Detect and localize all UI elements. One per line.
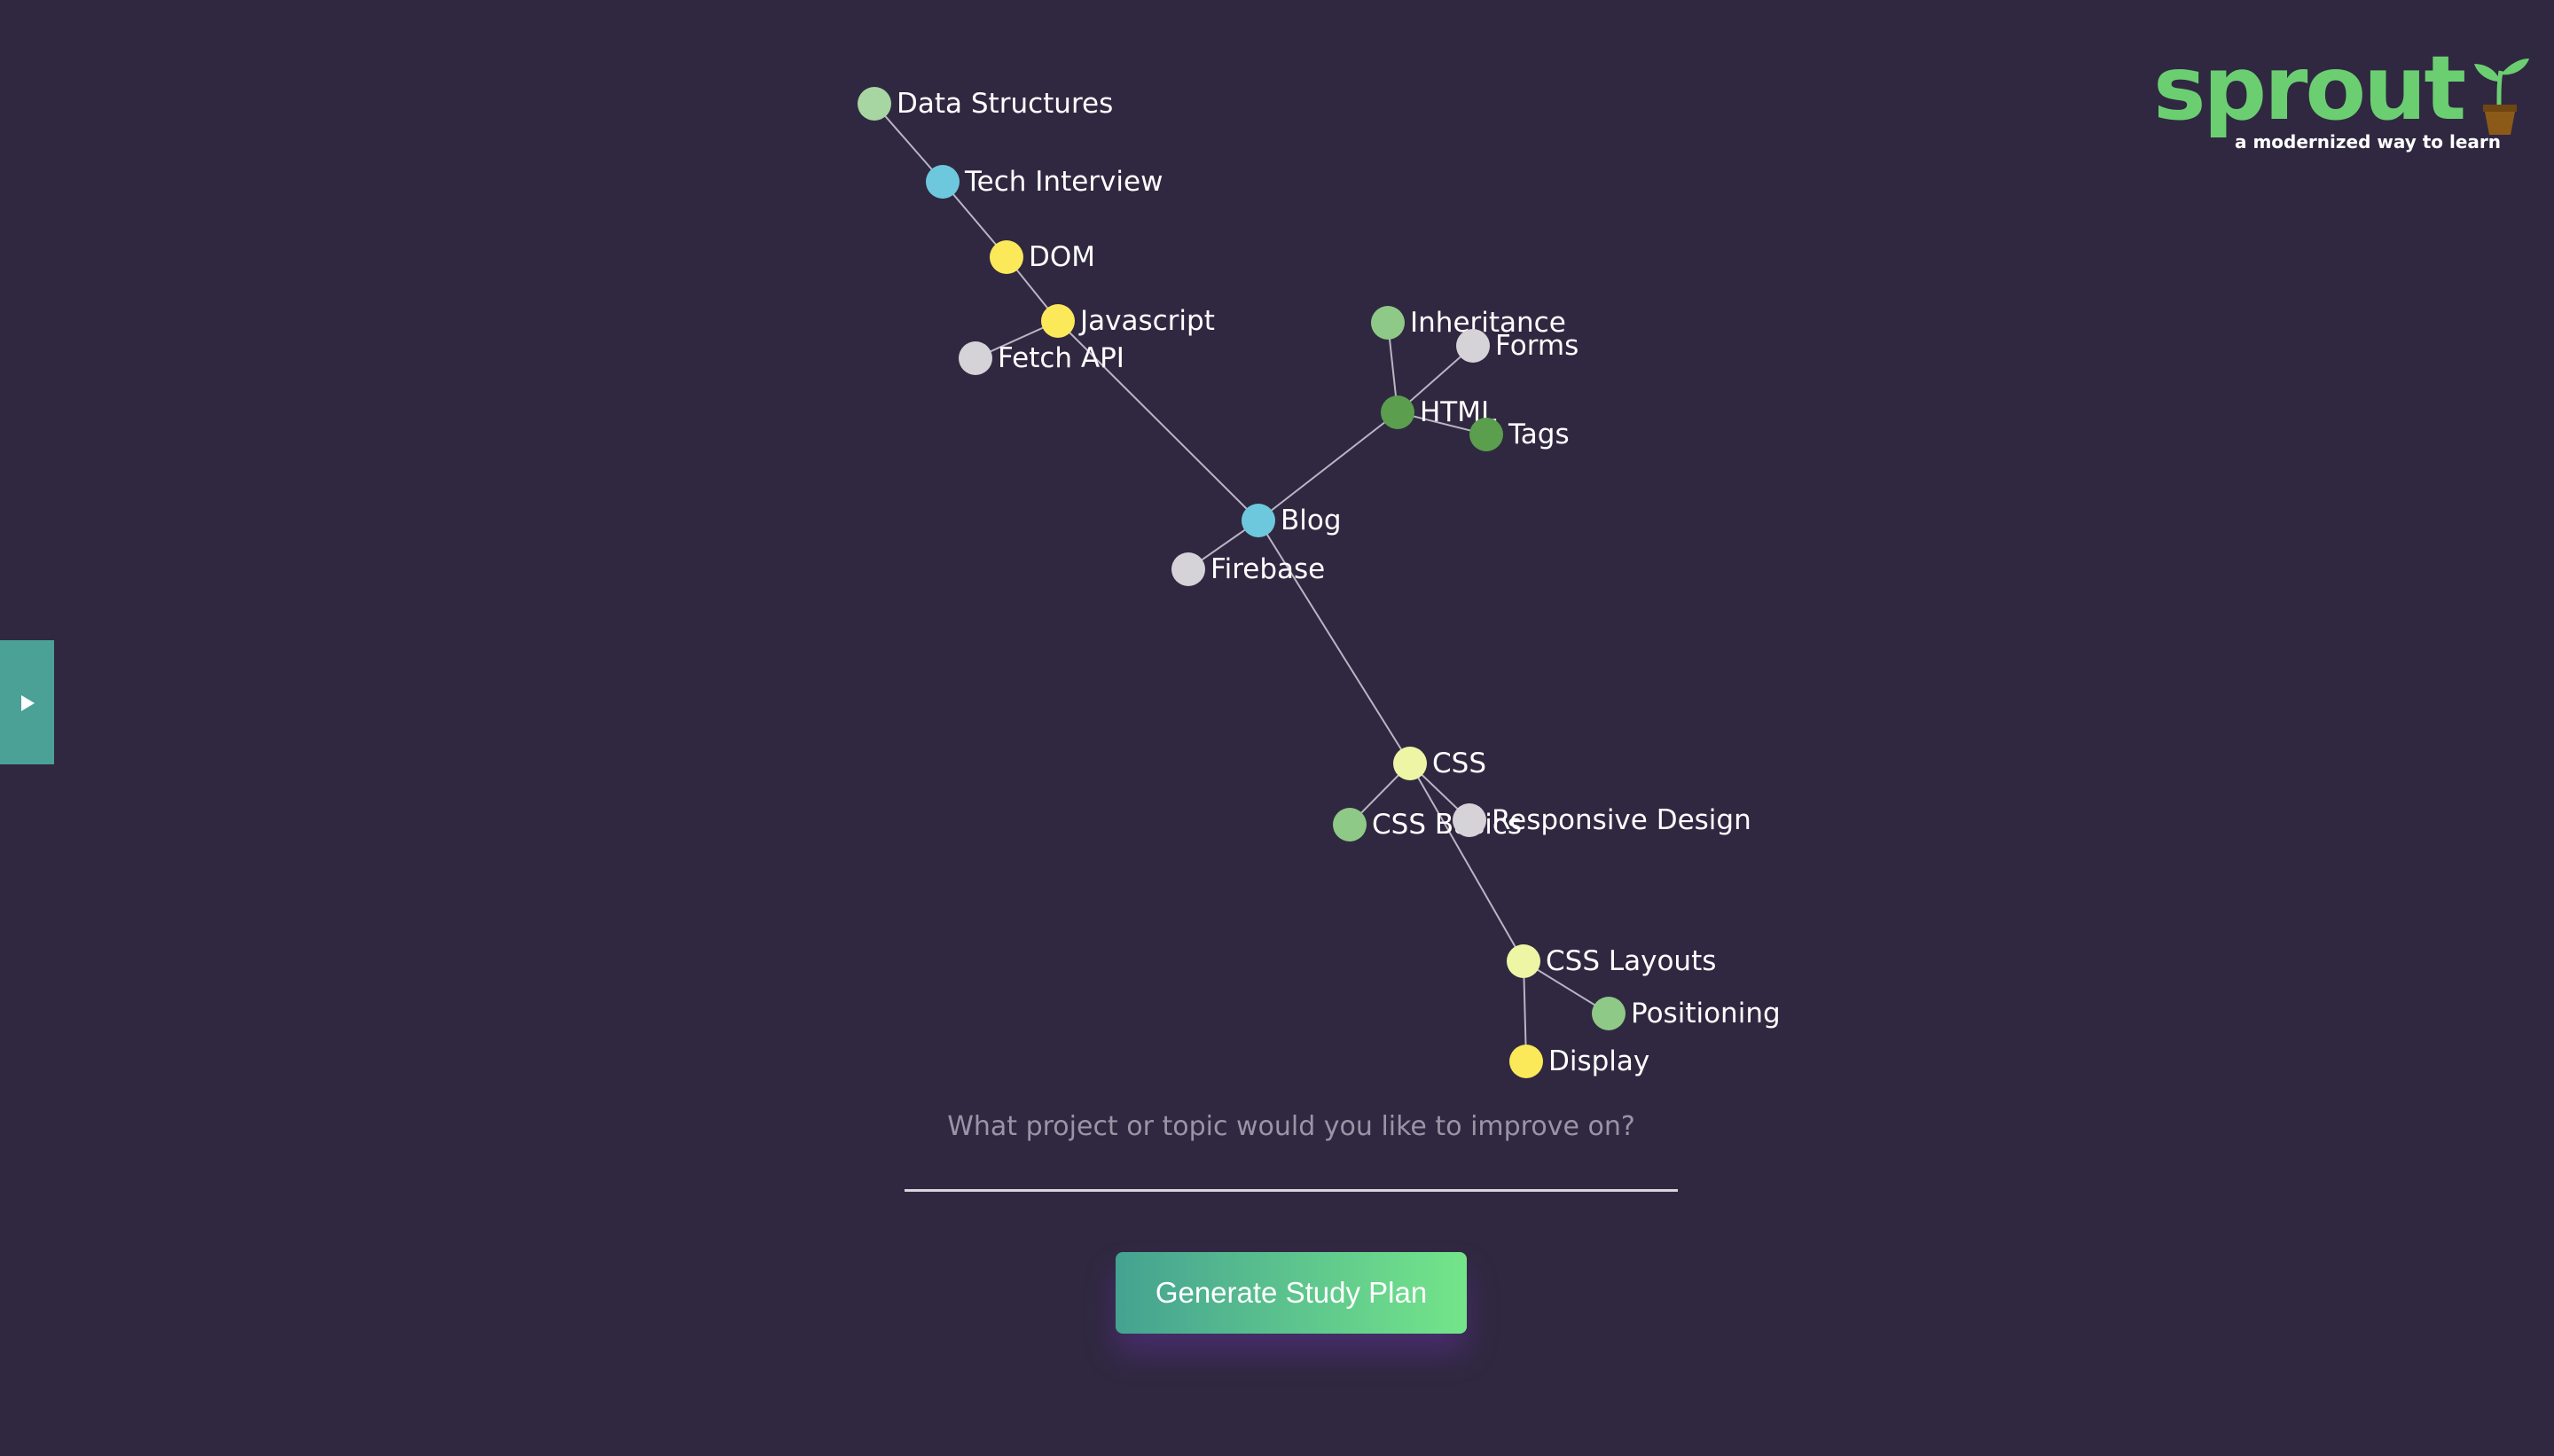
graph-node-data-structures[interactable]: Data Structures xyxy=(858,87,1113,121)
graph-node-label: Fetch API xyxy=(998,342,1124,374)
side-panel-toggle-button[interactable] xyxy=(0,640,54,764)
graph-node-label: Blog xyxy=(1281,505,1342,536)
graph-node-forms[interactable]: Forms xyxy=(1456,329,1579,363)
graph-node-label: CSS Basics xyxy=(1372,809,1522,841)
graph-node-label: Tech Interview xyxy=(964,166,1163,198)
graph-node-circle[interactable] xyxy=(1371,306,1405,340)
graph-node-label: Data Structures xyxy=(897,88,1113,120)
play-icon xyxy=(21,695,35,711)
graph-node-label: Tags xyxy=(1508,419,1570,450)
graph-edge xyxy=(1257,520,1411,764)
graph-node-dom[interactable]: DOM xyxy=(990,240,1095,274)
graph-node-label: Display xyxy=(1548,1045,1649,1077)
generate-study-plan-button[interactable]: Generate Study Plan xyxy=(1116,1252,1467,1334)
topic-input[interactable] xyxy=(905,1094,1678,1192)
graph-node-circle[interactable] xyxy=(1509,1045,1543,1078)
logo-tagline: a modernized way to learn xyxy=(2235,131,2501,153)
graph-node-circle[interactable] xyxy=(1592,997,1626,1030)
graph-node-css-layouts[interactable]: CSS Layouts xyxy=(1507,944,1716,978)
graph-node-label: Responsive Design xyxy=(1492,804,1751,836)
sprout-logo: sprout a modernized way to learn xyxy=(2153,44,2534,156)
graph-node-label: CSS Layouts xyxy=(1546,945,1716,977)
graph-node-circle[interactable] xyxy=(1393,747,1427,780)
graph-node-circle[interactable] xyxy=(1171,552,1205,586)
graph-node-inheritance[interactable]: Inheritance xyxy=(1371,306,1566,340)
graph-node-display[interactable]: Display xyxy=(1509,1045,1649,1078)
graph-node-responsive-design[interactable]: Responsive Design xyxy=(1453,803,1751,837)
graph-edge xyxy=(1057,320,1259,521)
graph-node-circle[interactable] xyxy=(1456,329,1490,363)
graph-node-circle[interactable] xyxy=(1507,944,1540,978)
graph-node-label: Firebase xyxy=(1210,553,1325,585)
logo-wordmark: sprout xyxy=(2153,36,2466,140)
graph-node-circle[interactable] xyxy=(926,165,960,199)
graph-node-firebase[interactable]: Firebase xyxy=(1171,552,1325,586)
graph-node-circle[interactable] xyxy=(858,87,891,121)
graph-node-circle[interactable] xyxy=(1453,803,1486,837)
graph-node-label: Positioning xyxy=(1631,998,1781,1029)
graph-node-circle[interactable] xyxy=(1381,395,1414,429)
graph-node-circle[interactable] xyxy=(959,341,992,375)
graph-node-tech-interview[interactable]: Tech Interview xyxy=(926,165,1163,199)
graph-node-label: CSS xyxy=(1432,748,1486,779)
graph-edge xyxy=(1257,411,1398,521)
graph-node-circle[interactable] xyxy=(1469,418,1503,451)
graph-node-javascript[interactable]: Javascript xyxy=(1041,304,1215,338)
graph-node-positioning[interactable]: Positioning xyxy=(1592,997,1781,1030)
graph-edge xyxy=(1409,763,1524,962)
sprout-pot-icon xyxy=(2474,59,2529,135)
graph-node-circle[interactable] xyxy=(990,240,1023,274)
graph-node-circle[interactable] xyxy=(1333,808,1367,842)
graph-node-css[interactable]: CSS xyxy=(1393,747,1486,780)
graph-nodes: Data Structures Tech Interview DOM Javascri… xyxy=(858,87,1781,1078)
graph-node-tags[interactable]: Tags xyxy=(1469,418,1570,451)
graph-node-label: Forms xyxy=(1495,330,1579,362)
graph-node-label: DOM xyxy=(1029,241,1095,273)
graph-node-circle[interactable] xyxy=(1242,504,1275,537)
graph-node-fetch-api[interactable]: Fetch API xyxy=(959,341,1124,375)
graph-node-css-basics[interactable]: CSS Basics xyxy=(1333,808,1522,842)
graph-node-label: Inheritance xyxy=(1410,307,1566,339)
graph-node-label: Javascript xyxy=(1078,305,1215,337)
graph-node-blog[interactable]: Blog xyxy=(1242,504,1342,537)
graph-edge xyxy=(874,103,944,183)
graph-node-circle[interactable] xyxy=(1041,304,1075,338)
